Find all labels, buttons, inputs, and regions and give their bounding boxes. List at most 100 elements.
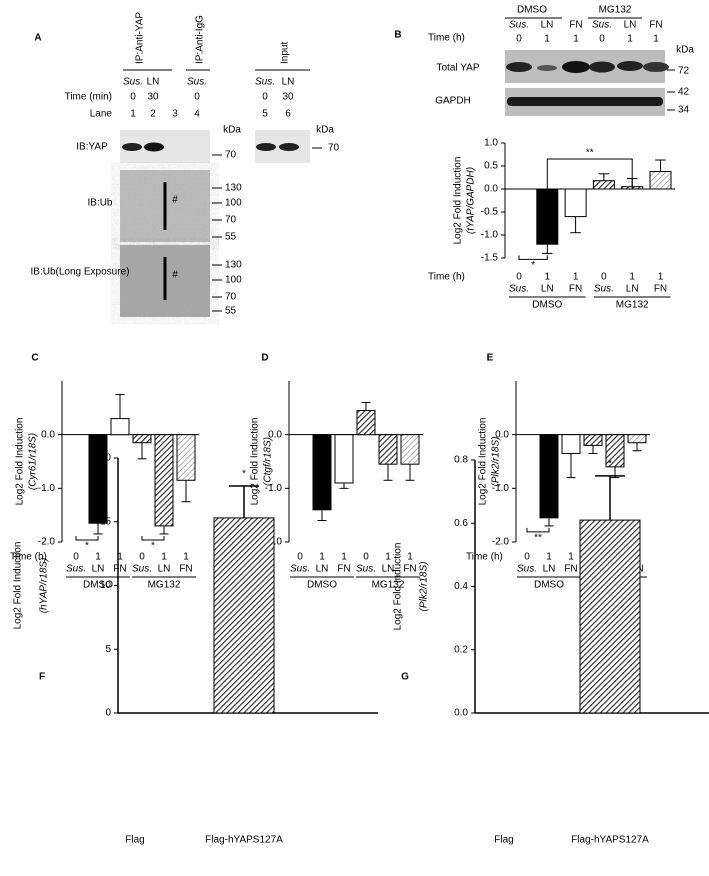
- mw-marker: 70: [225, 215, 237, 226]
- panel-letter: B: [394, 30, 401, 41]
- bar: [88, 434, 108, 524]
- bar: [583, 434, 603, 446]
- bar: [561, 434, 581, 454]
- error-bar: [339, 482, 349, 489]
- bar: [154, 434, 174, 527]
- y-tick-label: 0.0: [454, 708, 468, 719]
- y-axis-title: Log2 Fold Induction: [13, 542, 24, 630]
- y-tick-label: 0.0: [268, 429, 282, 440]
- time: 0: [194, 92, 200, 103]
- bracket: [75, 535, 99, 541]
- bar: [378, 434, 398, 465]
- time-label: 1: [117, 552, 123, 563]
- bracket: [518, 255, 548, 260]
- group-label: DMSO: [532, 300, 562, 311]
- x-axis-title: Time (h): [428, 272, 465, 283]
- x-tick-label: Sus.: [594, 284, 614, 295]
- mw-marker: 42: [678, 87, 690, 98]
- condition: Sus.: [123, 77, 143, 88]
- lane: 5: [262, 109, 268, 120]
- time-label: 1: [545, 272, 551, 283]
- time-label: 0: [139, 552, 145, 563]
- lane: 4: [194, 109, 200, 120]
- condition: FN: [649, 20, 662, 31]
- x-tick-label: Flag-hYAPS127A: [571, 835, 649, 846]
- condition: Sus.: [509, 20, 529, 31]
- bar: [356, 410, 376, 436]
- y-axis-title: Log2 Fold Induction: [250, 418, 261, 506]
- bar: [627, 434, 647, 444]
- error-bar: [137, 442, 147, 460]
- significance: *: [608, 458, 612, 469]
- blot-b: [505, 17, 675, 116]
- x-tick-label: LN: [541, 284, 554, 295]
- x-tick-label: FN: [179, 564, 192, 575]
- y-tick-label: 0.4: [454, 581, 468, 592]
- y-tick-label: -1.5: [481, 253, 499, 264]
- panel-letter: F: [39, 672, 45, 683]
- bar: [649, 171, 672, 190]
- y-axis-title: Log2 Fold Induction: [393, 543, 404, 631]
- error-bar: [405, 464, 415, 481]
- mark: #: [172, 270, 178, 281]
- x-tick-label: FN: [564, 564, 577, 575]
- y-tick-label: -0.5: [481, 207, 499, 218]
- mark: #: [172, 195, 178, 206]
- mw-marker: 130: [225, 183, 242, 194]
- x-tick-label: LN: [316, 564, 329, 575]
- error-bar: [542, 244, 553, 254]
- mw-marker: 100: [225, 275, 242, 286]
- time: 1: [653, 34, 659, 45]
- group-label: DMSO: [307, 580, 337, 591]
- error-bar: [632, 442, 642, 452]
- mw-marker: 72: [678, 66, 690, 77]
- error-bar: [361, 401, 371, 411]
- time: 0: [599, 34, 605, 45]
- time: 0: [262, 92, 268, 103]
- x-tick-label: FN: [113, 564, 126, 575]
- panel-letter: E: [487, 353, 494, 364]
- significance: *: [151, 541, 155, 552]
- y-tick-label: -2.0: [38, 537, 56, 548]
- y-tick-label: 0.8: [454, 455, 468, 466]
- time-label: 0: [73, 552, 79, 563]
- time-label: 1: [161, 552, 167, 563]
- y-axis-title: (Cyr61/r18S): [28, 433, 39, 490]
- condition: LN: [282, 77, 295, 88]
- error-bar: [93, 523, 103, 535]
- lane: 2: [150, 109, 156, 120]
- x-tick-label: FN: [337, 564, 350, 575]
- bracket: [546, 158, 633, 189]
- group-label: MG132: [372, 580, 405, 591]
- bar: [176, 434, 196, 481]
- blot-label: GAPDH: [435, 96, 471, 107]
- time-label: 1: [341, 552, 347, 563]
- y-axis-title: (Plk2/r18S): [491, 436, 502, 486]
- y-tick-label: 10: [100, 580, 112, 591]
- row-label: Time (h): [428, 33, 465, 44]
- time-label: 1: [319, 552, 325, 563]
- bar: [400, 434, 420, 465]
- error-bar: [159, 525, 169, 535]
- significance: **: [586, 148, 594, 159]
- group-label: DMSO: [534, 580, 564, 591]
- x-tick-label: Sus.: [290, 564, 310, 575]
- significance: **: [534, 533, 542, 544]
- time-label: 1: [568, 552, 574, 563]
- time: 0: [516, 34, 522, 45]
- mw-marker: 70: [225, 292, 237, 303]
- error-bar: [383, 464, 393, 481]
- time-label: 1: [385, 552, 391, 563]
- bar: [592, 180, 615, 190]
- blot-label: IB:Ub(Long Exposure): [31, 267, 130, 278]
- error-bar: [115, 393, 125, 419]
- column-header: IP:Anti-IgG: [195, 15, 206, 64]
- y-tick-label: 0.6: [454, 518, 468, 529]
- x-tick-label: Flag: [494, 835, 513, 846]
- row-label: Lane: [90, 109, 113, 120]
- bracket: [526, 527, 550, 533]
- y-tick-label: 15: [100, 516, 112, 527]
- x-tick-label: Sus.: [132, 564, 152, 575]
- mw-marker: 130: [225, 260, 242, 271]
